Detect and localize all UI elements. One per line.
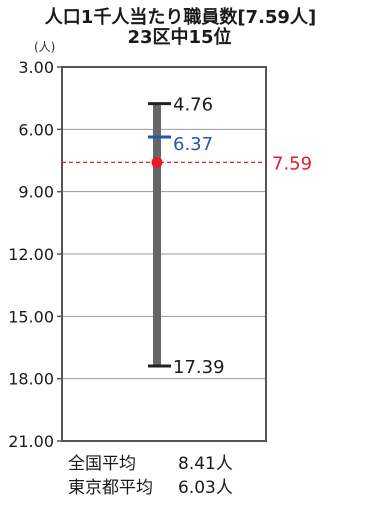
value-label: 7.59	[272, 153, 312, 174]
range-max-label: 17.39	[173, 357, 225, 378]
y-tick-label: 9.00	[18, 183, 54, 202]
tokyo-average-label: 6.37	[173, 134, 213, 155]
tokyo-average-row: 東京都平均 6.03人	[68, 476, 268, 500]
y-tick-label: 6.00	[18, 120, 54, 139]
tokyo-metro-average-label: 東京都平均	[68, 478, 153, 498]
range-min-label: 4.76	[173, 95, 213, 116]
y-tick-label: 12.00	[8, 245, 54, 264]
y-tick-label: 15.00	[8, 307, 54, 326]
national-average-value: 8.41人	[178, 454, 233, 474]
tokyo-metro-average-value: 6.03人	[178, 478, 233, 498]
chart-title-block: 人口1千人当たり職員数[7.59人] 23区中15位	[0, 6, 369, 50]
value-point	[151, 156, 163, 168]
y-tick-label: 3.00	[18, 58, 54, 77]
y-axis-unit: (人)	[34, 40, 56, 54]
national-average-label: 全国平均	[68, 454, 136, 474]
chart-title: 人口1千人当たり職員数[7.59人]	[44, 7, 317, 28]
y-tick-label: 21.00	[8, 432, 54, 450]
national-average-row: 全国平均 8.41人	[68, 452, 268, 476]
chart-subtitle: 23区中15位	[127, 27, 232, 48]
range-chart: 3.00 6.00 9.00 12.00 15.00 18.00 21.00 4.76 17.3…	[8, 58, 312, 450]
y-tick-label: 18.00	[8, 370, 54, 389]
averages-table: 全国平均 8.41人 東京都平均 6.03人	[68, 452, 268, 500]
range-bar	[153, 103, 161, 366]
